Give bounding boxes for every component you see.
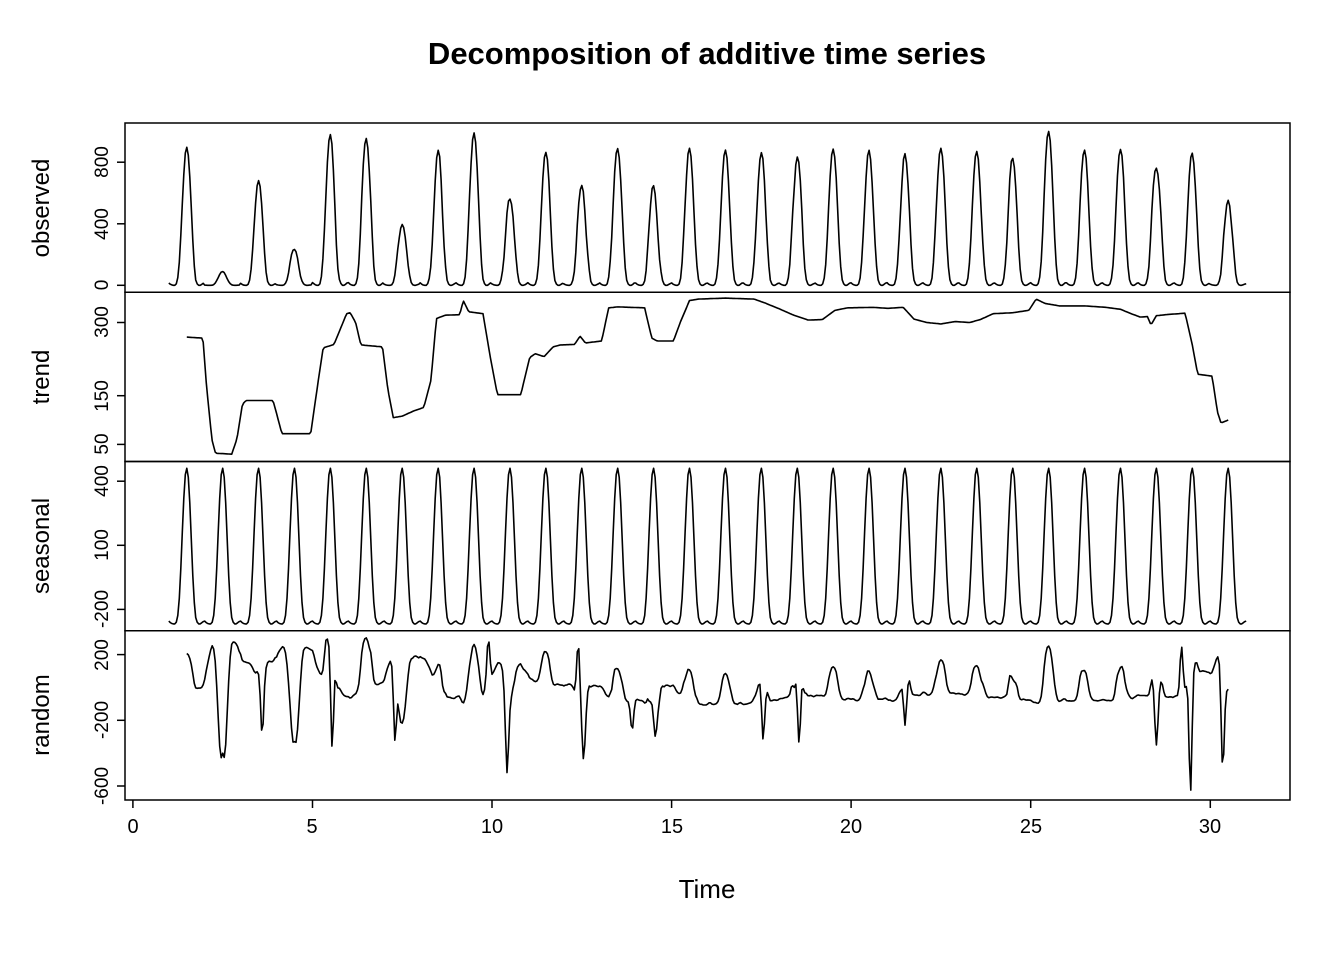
panel-label-observed: observed: [28, 158, 55, 258]
x-tick-label: 30: [1198, 816, 1222, 838]
x-axis-title: Time: [678, 874, 736, 904]
panel-frame-random: [124, 630, 1291, 801]
x-tick-label: 20: [839, 816, 863, 838]
y-tick-label: 400: [92, 465, 113, 497]
x-tick-label: 25: [1019, 816, 1043, 838]
random-series-line: [186, 637, 1229, 791]
y-tick-label: 300: [92, 306, 113, 338]
y-tick-label: -200: [92, 700, 113, 740]
panel-frame-trend: [124, 291, 1291, 463]
y-tick-label: -200: [92, 589, 113, 629]
y-tick-label: 400: [92, 208, 113, 240]
x-tick-label: 10: [480, 816, 504, 838]
trend-series-line: [186, 297, 1229, 456]
y-tick-label: 50: [92, 433, 113, 455]
y-tick-label: 800: [92, 146, 113, 178]
y-tick-label: -600: [92, 766, 113, 806]
x-tick-label: 15: [660, 816, 684, 838]
y-tick-label: 0: [92, 279, 113, 291]
panel-label-random: random: [28, 674, 55, 756]
y-tick-label: 100: [92, 529, 113, 561]
y-tick-label: 200: [92, 639, 113, 671]
chart-title: Decomposition of additive time series: [427, 36, 987, 71]
panel-label-trend: trend: [28, 349, 55, 405]
x-tick-label: 5: [306, 816, 318, 838]
panel-label-seasonal: seasonal: [28, 497, 55, 595]
observed-series-line: [168, 130, 1247, 287]
seasonal-series-line: [168, 467, 1247, 625]
x-tick-label: 0: [127, 816, 139, 838]
y-tick-label: 150: [92, 380, 113, 412]
